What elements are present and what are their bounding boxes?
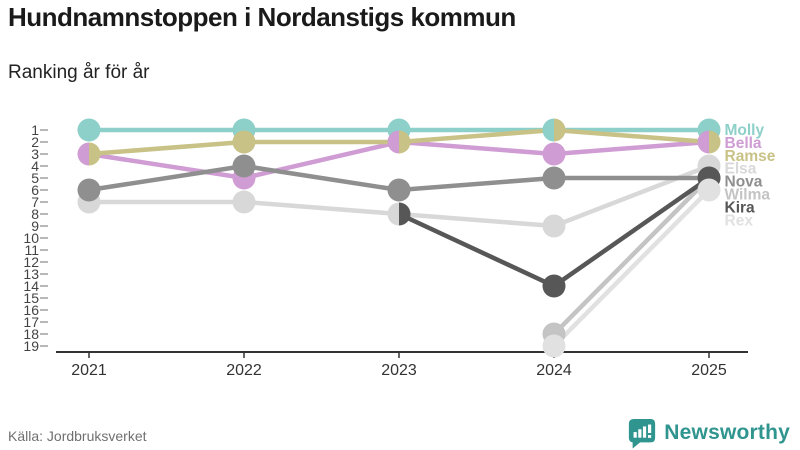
y-axis-tick-label: 3 [31,146,39,162]
data-point-ramse-2024 [554,118,566,142]
y-axis-tick-label: 8 [31,206,39,222]
data-point-ramse-2022 [232,130,256,154]
y-axis-tick-label: 14 [23,278,39,294]
x-axis-tick-label: 2024 [536,362,572,379]
y-axis-tick-label: 9 [31,218,39,234]
data-point-bella-2024 [542,142,566,166]
data-point-nova-2023 [387,178,411,202]
data-point-bella-2023 [387,130,399,154]
x-axis-tick-label: 2021 [71,362,107,379]
data-point-nova-2022 [232,154,256,178]
y-axis-tick-label: 18 [23,326,39,342]
y-axis-tick-label: 13 [23,266,39,282]
y-axis-tick-label: 7 [31,194,39,210]
newsworthy-logo-icon [629,418,656,449]
data-point-bella-2025 [697,130,709,154]
data-point-elsa-2022 [232,190,256,214]
y-axis-tick-label: 11 [24,242,39,258]
data-point-molly-2021 [77,118,101,142]
data-point-elsa-2024 [542,214,566,238]
data-point-kira-2023 [399,202,411,226]
y-axis-tick-label: 2 [31,134,39,150]
data-point-rex-2024 [542,334,566,358]
chart-subtitle: Ranking år för år [8,62,150,83]
data-point-ramse-2025 [709,130,721,154]
chart-title: Hundnamnstoppen i Nordanstigs kommun [8,2,516,32]
y-axis-tick-label: 17 [23,314,39,330]
series-label-nova: Nova [725,174,763,191]
newsworthy-wordmark: Newsworthy [664,421,790,444]
data-point-kira-2024 [542,274,566,298]
y-axis-tick-label: 5 [31,170,39,186]
series-label-molly: Molly [725,122,765,139]
data-point-molly-2024 [542,118,554,142]
x-axis-tick-label: 2022 [226,362,262,379]
data-point-rex-2025 [697,178,721,202]
newsworthy-brand: Newsworthy [627,417,790,449]
y-axis-tick-label: 4 [31,158,39,174]
y-axis-tick-label: 10 [23,230,39,246]
y-axis-tick-label: 16 [23,302,39,318]
y-axis-tick-label: 15 [23,290,39,306]
data-point-ramse-2021 [89,142,101,166]
data-point-nova-2021 [77,178,101,202]
y-axis-tick-label: 12 [23,254,39,270]
y-axis-tick-label: 6 [31,182,39,198]
y-axis-tick-label: 1 [31,122,39,138]
series-label-ramse: Ramse [725,148,776,165]
data-point-bella-2021 [77,142,89,166]
series-line-rex [552,188,711,348]
data-point-elsa-2023 [387,202,399,226]
series-label-bella: Bella [725,135,762,152]
series-label-wilma: Wilma [725,187,771,204]
series-label-elsa: Elsa [725,161,757,178]
series-label-rex: Rex [725,212,754,229]
series-line-wilma [552,176,711,336]
x-axis-tick-label: 2023 [381,362,417,379]
data-point-nova-2024 [542,166,566,190]
source-note: Källa: Jordbruksverket [8,428,147,444]
series-label-kira: Kira [725,199,756,216]
x-axis-tick-label: 2025 [691,362,727,379]
data-point-ramse-2023 [399,130,411,154]
y-axis-tick-label: 19 [23,338,39,354]
